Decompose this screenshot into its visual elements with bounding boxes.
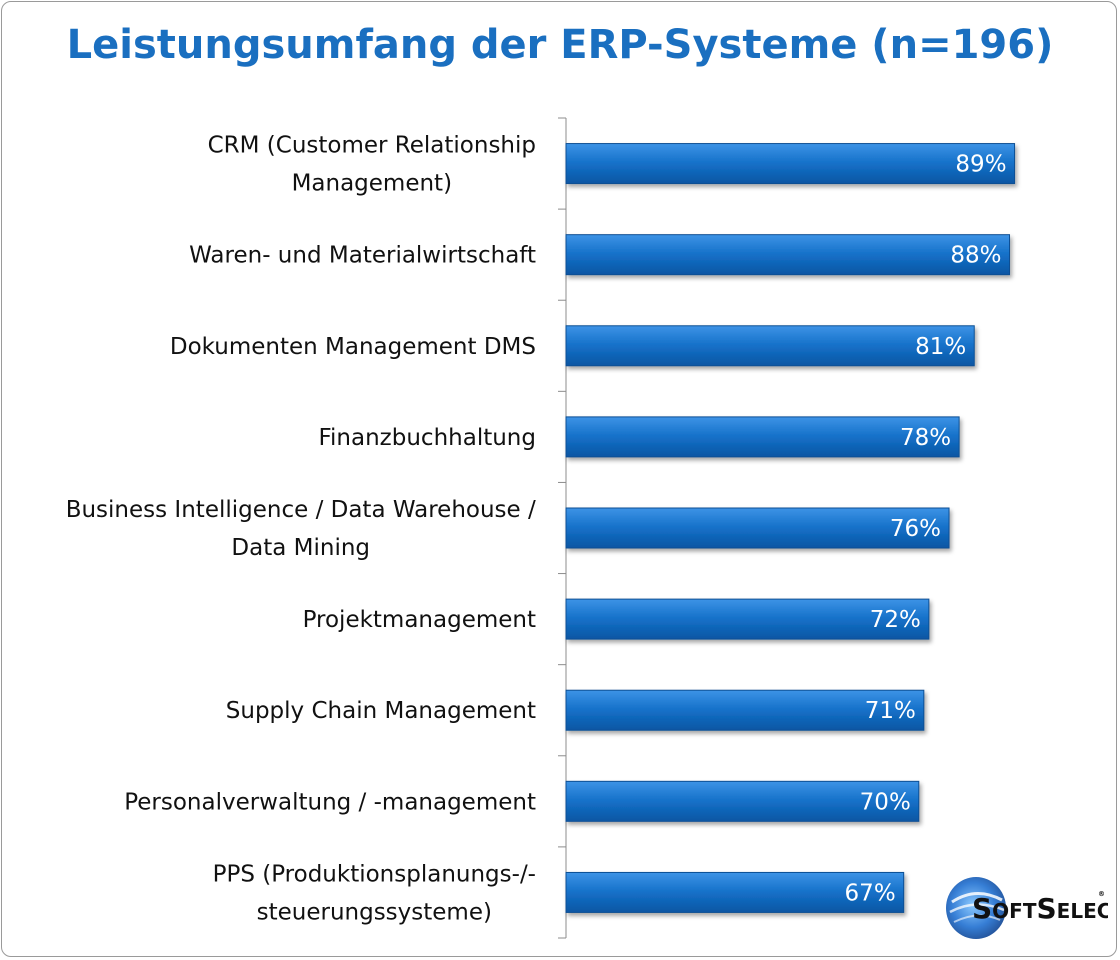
bar-value-label: 88% <box>950 243 1001 269</box>
bar-value-label: 78% <box>900 425 951 451</box>
bar-value-label: 72% <box>870 607 921 633</box>
bar <box>565 234 1011 276</box>
category-label: Supply Chain Management <box>226 698 536 724</box>
bar-value-label: 89% <box>955 152 1006 178</box>
bar-value-label: 67% <box>845 880 896 906</box>
category-label: PPS (Produktionsplanungs-/-steuerungssys… <box>213 861 536 925</box>
chart-title: Leistungsumfang der ERP-Systeme (n=196) <box>66 22 1054 68</box>
logo-wordmark: SOFTSELECT <box>972 892 1108 925</box>
category-label: Finanzbuchhaltung <box>318 425 536 451</box>
bar-value-label: 76% <box>890 516 941 542</box>
bar <box>565 598 930 640</box>
category-label: CRM (Customer Relationship Management) <box>208 133 536 197</box>
category-label: Waren- und Materialwirtschaft <box>189 243 536 269</box>
bar <box>565 780 920 822</box>
bar <box>565 689 925 731</box>
softselect-logo: SOFTSELECT ® <box>946 877 1108 939</box>
bar-value-label: 81% <box>915 334 966 360</box>
category-label: Personalverwaltung / -management <box>124 789 536 815</box>
bar <box>565 416 960 458</box>
bar-value-label: 71% <box>865 698 916 724</box>
category-label: Projektmanagement <box>303 607 536 633</box>
category-label: Dokumenten Management DMS <box>170 334 536 360</box>
bar <box>565 325 975 367</box>
logo-registered-mark: ® <box>1098 890 1105 898</box>
bar <box>565 871 905 913</box>
bar-value-label: 70% <box>860 789 911 815</box>
category-label: Business Intelligence / Data Warehouse /… <box>66 497 536 561</box>
logo-swirl-icon <box>946 877 1006 939</box>
bar <box>565 507 950 549</box>
bar <box>565 143 1016 185</box>
